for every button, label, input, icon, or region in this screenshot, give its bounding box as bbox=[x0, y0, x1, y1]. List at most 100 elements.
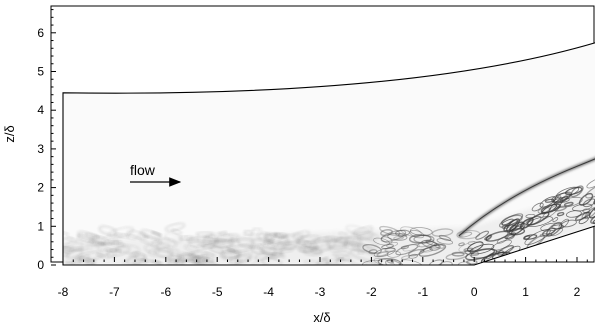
x-tick-label: -7 bbox=[109, 285, 120, 299]
turbulent-eddy bbox=[277, 233, 304, 245]
turbulent-eddy bbox=[321, 256, 329, 261]
turbulent-eddy bbox=[531, 202, 544, 212]
turbulent-eddy bbox=[159, 238, 177, 248]
turbulent-eddy bbox=[164, 232, 183, 243]
turbulent-eddy bbox=[259, 245, 277, 255]
turbulent-eddy bbox=[408, 234, 432, 244]
turbulent-eddy bbox=[402, 243, 420, 252]
turbulent-eddy bbox=[508, 228, 526, 236]
turbulent-eddy bbox=[250, 237, 270, 245]
y-tick-label: 1 bbox=[37, 219, 44, 233]
turbulent-eddy bbox=[191, 255, 209, 263]
turbulent-eddy bbox=[133, 258, 148, 265]
turbulent-eddy bbox=[171, 228, 183, 236]
turbulent-eddy bbox=[243, 230, 254, 236]
x-tick-label: -4 bbox=[263, 285, 274, 299]
turbulent-eddy bbox=[151, 239, 158, 244]
turbulent-eddy bbox=[467, 241, 484, 253]
turbulent-eddy bbox=[503, 219, 519, 232]
turbulent-eddy bbox=[400, 259, 425, 265]
turbulent-eddy bbox=[381, 244, 394, 250]
turbulent-eddy bbox=[96, 252, 105, 259]
turbulent-eddy bbox=[70, 258, 83, 265]
turbulent-eddy bbox=[458, 240, 483, 253]
turbulent-eddy bbox=[345, 225, 374, 238]
turbulent-eddy bbox=[509, 224, 517, 231]
turbulent-eddy bbox=[142, 235, 149, 239]
turbulent-eddy bbox=[89, 236, 108, 246]
computational-domain bbox=[63, 42, 595, 265]
turbulent-eddy bbox=[357, 251, 364, 255]
turbulent-eddy bbox=[570, 185, 584, 198]
turbulent-eddy bbox=[179, 254, 198, 262]
turbulent-eddy bbox=[397, 233, 407, 238]
turbulent-eddy bbox=[362, 244, 382, 254]
turbulent-eddy bbox=[78, 255, 91, 262]
turbulent-eddy bbox=[586, 177, 595, 189]
turbulent-eddy bbox=[386, 242, 399, 248]
turbulent-eddy bbox=[421, 240, 440, 249]
turbulent-eddy bbox=[522, 235, 531, 241]
turbulent-eddy bbox=[363, 261, 378, 265]
turbulent-eddy bbox=[202, 236, 217, 244]
turbulent-eddy bbox=[431, 228, 454, 237]
turbulent-eddy bbox=[77, 234, 96, 243]
turbulent-eddy bbox=[127, 234, 137, 240]
turbulent-eddy bbox=[386, 259, 394, 264]
turbulent-eddy bbox=[148, 248, 174, 258]
turbulent-eddy bbox=[63, 260, 69, 265]
turbulent-eddy bbox=[563, 201, 574, 207]
x-tick-label: -5 bbox=[212, 285, 223, 299]
turbulent-eddy bbox=[433, 242, 445, 249]
turbulent-eddy bbox=[252, 227, 262, 232]
turbulent-eddy bbox=[77, 231, 99, 241]
x-tick-label: -3 bbox=[315, 285, 326, 299]
turbulent-eddy bbox=[523, 234, 538, 240]
turbulent-eddy bbox=[413, 234, 435, 244]
turbulent-eddy bbox=[376, 251, 389, 257]
turbulent-eddy bbox=[419, 247, 434, 253]
turbulent-eddy bbox=[551, 224, 564, 229]
turbulent-eddy bbox=[377, 258, 402, 265]
turbulent-eddy bbox=[354, 262, 362, 265]
turbulent-eddy bbox=[418, 244, 447, 257]
turbulent-eddy bbox=[261, 257, 283, 265]
turbulent-eddy bbox=[265, 254, 278, 260]
turbulent-eddy bbox=[475, 230, 490, 240]
turbulent-eddy bbox=[484, 235, 492, 241]
turbulent-eddy bbox=[408, 253, 418, 259]
y-axis-ticks: 0 1 2 3 4 5 6 bbox=[37, 9, 56, 272]
turbulent-eddy bbox=[491, 239, 512, 251]
turbulent-eddy bbox=[379, 225, 401, 236]
turbulent-eddy bbox=[458, 242, 465, 247]
turbulent-eddy bbox=[525, 213, 536, 219]
turbulent-eddy bbox=[218, 230, 227, 236]
turbulent-eddy bbox=[254, 253, 274, 260]
turbulent-eddy bbox=[63, 245, 73, 253]
turbulent-eddy bbox=[525, 215, 542, 226]
x-tick-label: -2 bbox=[366, 285, 377, 299]
turbulent-eddy bbox=[526, 211, 550, 226]
turbulent-eddy bbox=[585, 181, 595, 199]
turbulent-eddy bbox=[178, 252, 200, 263]
turbulent-eddy bbox=[209, 246, 225, 254]
turbulent-eddy bbox=[438, 234, 452, 241]
turbulent-eddy bbox=[380, 229, 407, 243]
turbulent-eddy bbox=[235, 252, 253, 262]
y-tick-label: 0 bbox=[37, 258, 44, 272]
domain-boundary bbox=[62, 42, 595, 266]
turbulent-eddy bbox=[249, 233, 272, 242]
turbulent-eddy bbox=[539, 232, 552, 238]
turbulent-eddy bbox=[126, 254, 146, 265]
turbulent-eddy bbox=[351, 242, 370, 252]
y-tick-label: 6 bbox=[37, 26, 44, 40]
turbulent-eddy bbox=[81, 246, 89, 250]
y-tick-label: 5 bbox=[37, 65, 44, 79]
turbulent-eddy bbox=[63, 230, 69, 236]
x-axis-title: x/δ bbox=[313, 310, 330, 325]
turbulent-eddy bbox=[228, 244, 252, 253]
turbulent-eddy bbox=[282, 244, 298, 251]
turbulent-eddy bbox=[144, 244, 160, 254]
turbulent-eddy bbox=[380, 236, 393, 244]
